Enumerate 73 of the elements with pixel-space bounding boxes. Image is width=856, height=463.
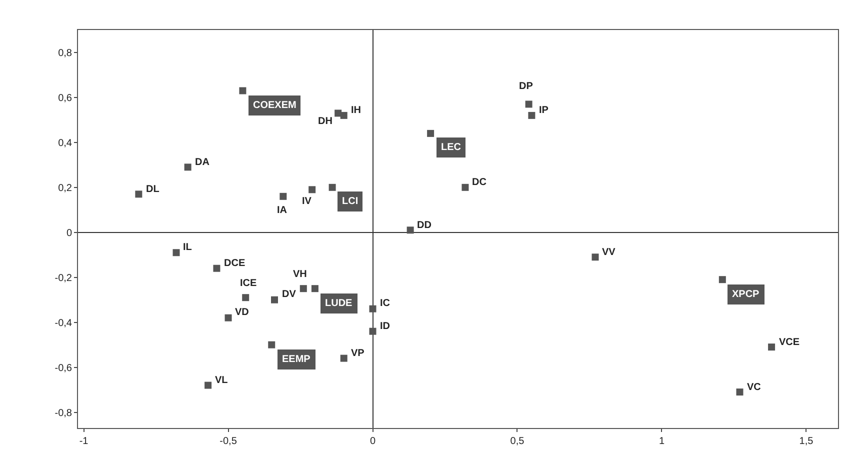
point: [768, 344, 776, 351]
point: [311, 285, 318, 292]
annotation: XPCP: [732, 289, 760, 300]
y-tick-label: -0,4: [54, 318, 72, 329]
y-tick-label: 0,4: [58, 138, 72, 149]
point: [462, 184, 469, 191]
point: [736, 388, 744, 396]
annotation: COEXEM: [253, 100, 296, 111]
point: [271, 296, 278, 304]
annotation: IV: [302, 196, 312, 207]
annotation: DL: [146, 184, 160, 195]
y-tick-label: 0,8: [58, 48, 72, 59]
point: [369, 328, 376, 335]
annotation: VV: [602, 247, 616, 258]
x-tick-label: 1,5: [799, 436, 814, 447]
point: [718, 276, 726, 284]
annotation: EEMP: [282, 354, 311, 365]
y-tick-label: -0,6: [54, 362, 72, 374]
annotation: DCE: [224, 258, 246, 269]
annotation: VD: [235, 307, 249, 318]
x-tick-label: -0,5: [220, 436, 238, 447]
point: [300, 285, 307, 292]
x-tick-label: 1: [658, 436, 665, 447]
annotation: DA: [195, 157, 210, 168]
annotation: DD: [417, 220, 432, 231]
y-tick-label: -0,8: [54, 408, 72, 419]
annotation: DV: [282, 289, 296, 300]
point: [172, 249, 180, 256]
point: [280, 192, 287, 200]
x-tick-label: -1: [79, 436, 89, 447]
point: [334, 110, 342, 117]
annotation: LEC: [441, 142, 461, 153]
annotation: DP: [519, 81, 534, 92]
annotation: VC: [747, 382, 761, 393]
point: [525, 100, 532, 108]
y-tick-label: 0: [66, 228, 72, 239]
annotation: VP: [351, 348, 365, 359]
annotation: IA: [277, 205, 287, 216]
point: [308, 186, 316, 194]
point: [340, 112, 348, 119]
annotation: IC: [380, 298, 390, 309]
point: [592, 254, 599, 261]
annotation: DC: [472, 177, 486, 188]
annotation: VL: [215, 375, 228, 386]
annotation: IH: [351, 105, 361, 116]
annotation: IL: [183, 242, 192, 253]
point: [427, 130, 434, 137]
annotation: VH: [293, 269, 307, 280]
annotation: DH: [318, 116, 332, 127]
annotation: ID: [380, 321, 390, 332]
point: [369, 305, 376, 312]
annotation: ICE: [240, 278, 257, 289]
x-tick-label: 0: [370, 436, 376, 447]
point: [184, 164, 192, 171]
annotation: IP: [539, 105, 549, 116]
point: [213, 264, 220, 272]
point: [328, 184, 336, 191]
x-tick-label: 0,5: [510, 436, 525, 447]
y-tick-label: 0,2: [58, 182, 72, 194]
point: [242, 294, 250, 302]
point: [340, 354, 348, 362]
point: [406, 226, 414, 234]
annotation: VCE: [779, 337, 800, 348]
y-tick-label: 0,6: [58, 92, 72, 104]
point: [224, 314, 232, 322]
point: [204, 382, 212, 389]
annotation: LCI: [342, 196, 358, 207]
y-tick-label: -0,2: [54, 272, 72, 284]
point: [135, 190, 142, 198]
point: [239, 87, 246, 94]
annotation: LUDE: [325, 298, 353, 309]
point: [268, 341, 276, 348]
point: [528, 112, 536, 119]
